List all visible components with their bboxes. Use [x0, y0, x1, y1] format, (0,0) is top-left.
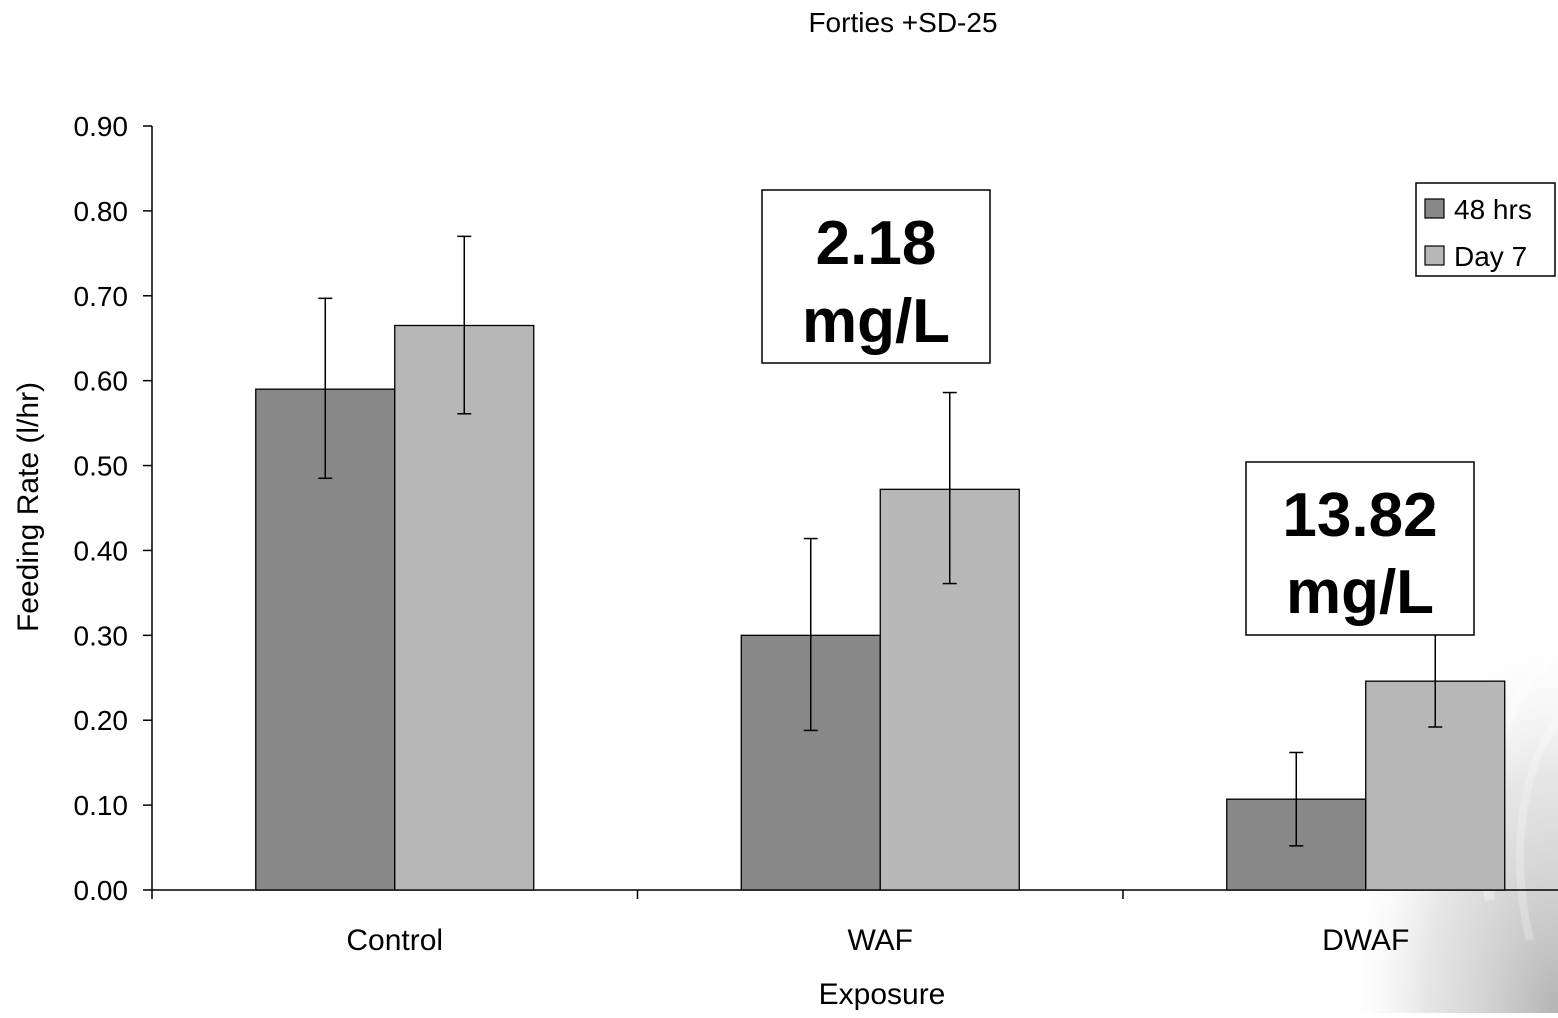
x-tick-label: Control [346, 924, 443, 957]
y-tick-label: 0.40 [74, 535, 129, 566]
x-tick-label: DWAF [1322, 924, 1409, 957]
y-tick-label: 0.00 [74, 875, 129, 906]
y-axis-title: Feeding Rate (l/hr) [12, 382, 45, 632]
annotation-unit: mg/L [802, 287, 950, 356]
annotation-value: 2.18 [816, 209, 937, 278]
y-tick-label: 0.50 [74, 451, 129, 482]
x-axis-title: Exposure [819, 978, 946, 1011]
chart-title: Forties +SD-25 [808, 7, 997, 38]
legend-label-day7: Day 7 [1454, 241, 1527, 272]
error-bar [942, 391, 957, 585]
legend-swatch-48hrs [1424, 198, 1445, 219]
annotation-dwaf: 13.82 mg/L [1245, 461, 1475, 636]
legend: 48 hrs Day 7 [1415, 182, 1556, 277]
annotation-value: 13.82 [1282, 481, 1437, 550]
annotation-unit: mg/L [1286, 558, 1434, 627]
legend-swatch-day7 [1424, 245, 1445, 266]
y-tick-label: 0.60 [74, 366, 129, 397]
annotation-waf: 2.18 mg/L [761, 189, 991, 364]
bar-control-day7 [394, 324, 535, 891]
legend-label-48hrs: 48 hrs [1454, 194, 1532, 225]
y-tick-label: 0.10 [74, 790, 129, 821]
error-bar [457, 235, 472, 415]
x-tick-label: WAF [847, 924, 913, 957]
error-bar [318, 297, 333, 480]
error-bar [803, 537, 818, 732]
y-tick-label: 0.80 [74, 196, 129, 227]
y-tick-label: 0.70 [74, 281, 129, 312]
y-tick-label: 0.30 [74, 620, 129, 651]
annotation-box [761, 189, 991, 364]
error-bar [1289, 751, 1304, 847]
y-tick-label: 0.20 [74, 705, 129, 736]
annotation-box [1245, 461, 1475, 636]
y-tick-label: 0.90 [74, 111, 129, 142]
